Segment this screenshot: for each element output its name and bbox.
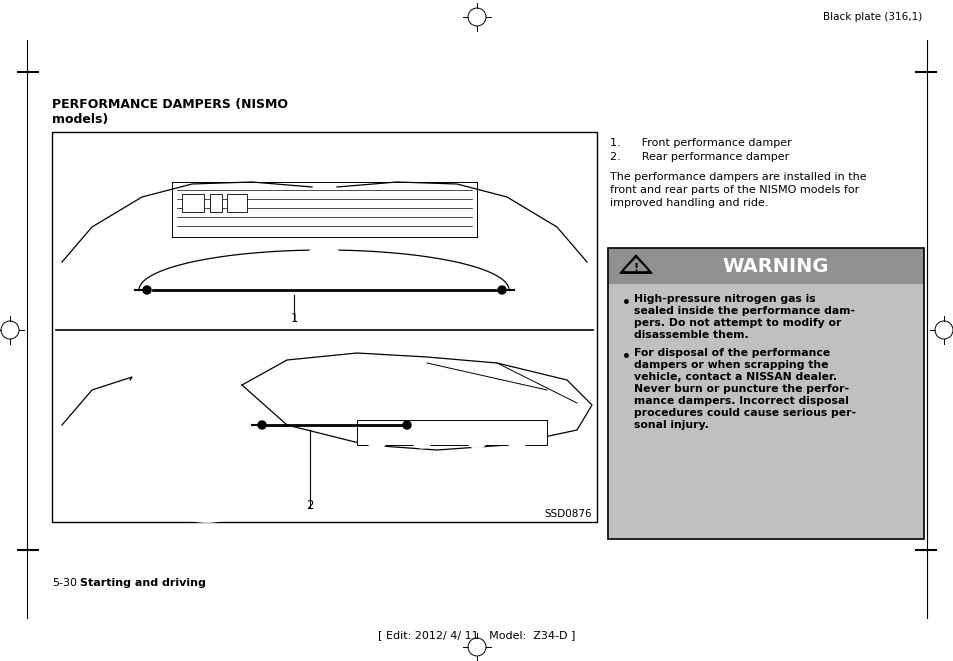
Text: vehicle, contact a NISSAN dealer.: vehicle, contact a NISSAN dealer. (634, 372, 836, 382)
Text: 1: 1 (290, 312, 297, 325)
Text: Black plate (316,1): Black plate (316,1) (821, 12, 921, 22)
Text: pers. Do not attempt to modify or: pers. Do not attempt to modify or (634, 318, 841, 328)
Text: dampers or when scrapping the: dampers or when scrapping the (634, 360, 827, 370)
Text: mance dampers. Incorrect disposal: mance dampers. Incorrect disposal (634, 396, 848, 406)
Circle shape (402, 421, 411, 429)
Text: The performance dampers are installed in the: The performance dampers are installed in… (609, 172, 865, 182)
Text: PERFORMANCE DAMPERS (NISMO: PERFORMANCE DAMPERS (NISMO (52, 98, 288, 111)
Text: •: • (621, 350, 630, 364)
Circle shape (257, 421, 266, 429)
Bar (52, 132, 597, 522)
Bar (227, 194, 247, 212)
Circle shape (193, 437, 220, 463)
Ellipse shape (468, 438, 485, 448)
Polygon shape (624, 259, 646, 270)
Ellipse shape (413, 438, 431, 448)
Text: WARNING: WARNING (722, 256, 828, 276)
Text: sealed inside the performance dam-: sealed inside the performance dam- (634, 306, 854, 316)
Text: models): models) (52, 113, 108, 126)
Text: !: ! (633, 263, 638, 273)
Text: 2.      Rear performance damper: 2. Rear performance damper (609, 152, 788, 162)
Bar (607, 248, 923, 539)
Text: 1.      Front performance damper: 1. Front performance damper (609, 138, 791, 148)
Ellipse shape (309, 255, 338, 269)
Text: 5-30: 5-30 (52, 578, 77, 588)
Text: procedures could cause serious per-: procedures could cause serious per- (634, 408, 855, 418)
Text: Never burn or puncture the perfor-: Never burn or puncture the perfor- (634, 384, 848, 394)
Bar (607, 248, 923, 539)
Bar (182, 194, 204, 212)
Text: [ Edit: 2012/ 4/ 11   Model:  Z34-D ]: [ Edit: 2012/ 4/ 11 Model: Z34-D ] (378, 630, 575, 640)
Circle shape (497, 286, 505, 294)
Bar (607, 248, 923, 284)
Circle shape (135, 378, 278, 522)
Text: •: • (621, 296, 630, 310)
Text: For disposal of the performance: For disposal of the performance (634, 348, 829, 358)
Text: Starting and driving: Starting and driving (80, 578, 206, 588)
Bar (210, 194, 222, 212)
Circle shape (143, 286, 151, 294)
Circle shape (167, 410, 246, 490)
Circle shape (306, 244, 341, 280)
Bar (356, 420, 546, 445)
Text: sonal injury.: sonal injury. (634, 420, 708, 430)
Text: front and rear parts of the NISMO models for: front and rear parts of the NISMO models… (609, 185, 859, 195)
Text: improved handling and ride.: improved handling and ride. (609, 198, 768, 208)
Ellipse shape (507, 438, 525, 448)
Polygon shape (619, 255, 651, 273)
Text: SSD0876: SSD0876 (544, 509, 592, 519)
Text: High-pressure nitrogen gas is: High-pressure nitrogen gas is (634, 294, 815, 304)
Ellipse shape (368, 438, 386, 448)
Text: 2: 2 (306, 499, 314, 512)
Text: disassemble them.: disassemble them. (634, 330, 748, 340)
